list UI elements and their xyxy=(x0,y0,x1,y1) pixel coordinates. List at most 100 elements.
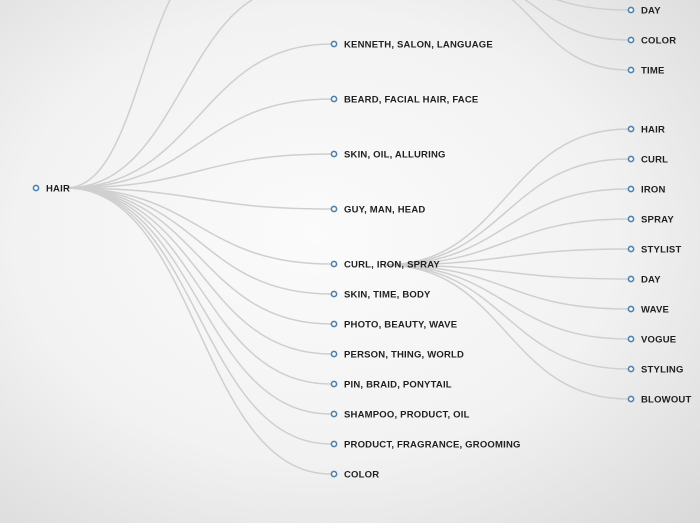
tree-link xyxy=(65,153,332,189)
branch-node[interactable]: PERSON, THING, WORLD xyxy=(330,350,464,361)
leaf-node-label: SPRAY xyxy=(641,215,674,226)
leaf-node[interactable]: DAY xyxy=(627,6,661,17)
tree-link xyxy=(65,187,332,295)
tree-link xyxy=(65,187,332,355)
branch-node-dot[interactable] xyxy=(330,470,338,478)
tree-link xyxy=(65,0,171,189)
tree-link xyxy=(65,187,332,445)
leaf-node[interactable]: WAVE xyxy=(627,305,669,316)
branch-node-label: PERSON, THING, WORLD xyxy=(344,350,464,361)
leaf-node-dot[interactable] xyxy=(627,275,635,283)
leaf-node[interactable]: SPRAY xyxy=(627,215,674,226)
tree-link xyxy=(65,98,332,189)
branch-node-dot[interactable] xyxy=(330,410,338,418)
tree-link xyxy=(511,0,629,71)
leaf-node-dot[interactable] xyxy=(627,215,635,223)
leaf-node-dot[interactable] xyxy=(627,36,635,44)
leaf-node-dot[interactable] xyxy=(627,155,635,163)
branch-node-dot[interactable] xyxy=(330,350,338,358)
branch-node-label: GUY, MAN, HEAD xyxy=(344,205,425,216)
branch-node[interactable]: PRODUCT, FRAGRANCE, GROOMING xyxy=(330,440,521,451)
tree-link xyxy=(65,187,332,325)
branch-node[interactable]: PIN, BRAID, PONYTAIL xyxy=(330,380,452,391)
leaf-node[interactable]: BLOWOUT xyxy=(627,395,691,406)
leaf-node[interactable]: TIME xyxy=(627,66,665,77)
leaf-node[interactable]: STYLIST xyxy=(627,245,681,256)
tree-link xyxy=(524,0,629,41)
leaf-node-label: DAY xyxy=(641,275,661,286)
leaf-node-label: WAVE xyxy=(641,305,669,316)
branch-node[interactable]: KENNETH, SALON, LANGUAGE xyxy=(330,40,493,51)
leaf-node[interactable]: DAY xyxy=(627,275,661,286)
branch-node-dot[interactable] xyxy=(330,260,338,268)
leaf-node-dot[interactable] xyxy=(627,335,635,343)
leaf-node-label: VOGUE xyxy=(641,335,676,346)
branch-node-dot[interactable] xyxy=(330,150,338,158)
leaf-node-label: TIME xyxy=(641,66,665,77)
tree-link xyxy=(65,187,332,475)
branch-node[interactable]: COLOR xyxy=(330,470,379,481)
tree-link xyxy=(383,158,629,266)
leaf-node-dot[interactable] xyxy=(627,305,635,313)
branch-node[interactable]: SKIN, OIL, ALLURING xyxy=(330,150,446,161)
branch-node-dot[interactable] xyxy=(330,205,338,213)
branch-node-dot[interactable] xyxy=(330,440,338,448)
branch-node[interactable]: SHAMPOO, PRODUCT, OIL xyxy=(330,410,470,421)
branch-node-dot[interactable] xyxy=(330,320,338,328)
branch-node[interactable]: SKIN, TIME, BODY xyxy=(330,290,431,301)
leaf-node-dot[interactable] xyxy=(627,395,635,403)
leaf-node-label: STYLING xyxy=(641,365,684,376)
leaf-node[interactable]: COLOR xyxy=(627,36,676,47)
branch-node-label: PHOTO, BEAUTY, WAVE xyxy=(344,320,457,331)
branch-node-dot[interactable] xyxy=(330,40,338,48)
leaf-node-dot[interactable] xyxy=(627,365,635,373)
tree-link xyxy=(383,264,629,400)
leaf-node-label: CURL xyxy=(641,155,668,166)
branch-node-label: BEARD, FACIAL HAIR, FACE xyxy=(344,95,478,106)
tree-link xyxy=(383,264,629,280)
branch-node-dot[interactable] xyxy=(330,290,338,298)
branch-node-label: SKIN, TIME, BODY xyxy=(344,290,431,301)
leaf-node[interactable]: HAIR xyxy=(627,125,665,136)
tree-link xyxy=(383,248,629,266)
leaf-node-dot[interactable] xyxy=(627,6,635,14)
leaf-node[interactable]: CURL xyxy=(627,155,668,166)
root-node-label: HAIR xyxy=(46,184,70,195)
leaf-node[interactable]: VOGUE xyxy=(627,335,676,346)
leaf-node-label: IRON xyxy=(641,185,666,196)
branch-node-label: CURL, IRON, SPRAY xyxy=(344,260,440,271)
branch-node[interactable]: GUY, MAN, HEAD xyxy=(330,205,425,216)
leaf-node-label: DAY xyxy=(641,6,661,17)
tree-link xyxy=(65,187,332,210)
leaf-node[interactable]: STYLING xyxy=(627,365,684,376)
branch-node[interactable]: BEARD, FACIAL HAIR, FACE xyxy=(330,95,478,106)
branch-node[interactable]: PHOTO, BEAUTY, WAVE xyxy=(330,320,457,331)
tree-link xyxy=(383,218,629,266)
branch-node-label: SKIN, OIL, ALLURING xyxy=(344,150,446,161)
leaf-node-label: STYLIST xyxy=(641,245,681,256)
branch-node-expanded[interactable]: CURL, IRON, SPRAY xyxy=(330,260,440,271)
leaf-node[interactable]: IRON xyxy=(627,185,666,196)
root-node-dot[interactable] xyxy=(32,184,40,192)
leaf-node-label: COLOR xyxy=(641,36,676,47)
branch-node-dot[interactable] xyxy=(330,380,338,388)
leaf-node-dot[interactable] xyxy=(627,245,635,253)
leaf-node-dot[interactable] xyxy=(627,185,635,193)
branch-node-dot[interactable] xyxy=(330,95,338,103)
tree-link xyxy=(65,187,332,415)
tree-link xyxy=(65,43,332,189)
tree-link xyxy=(383,264,629,340)
tree-link xyxy=(65,187,332,385)
leaf-node-dot[interactable] xyxy=(627,125,635,133)
tree-link xyxy=(383,128,629,266)
tree-link xyxy=(65,0,254,189)
tree-link xyxy=(65,187,332,265)
branch-node-label: COLOR xyxy=(344,470,379,481)
tree-link xyxy=(383,188,629,266)
branch-node-label: SHAMPOO, PRODUCT, OIL xyxy=(344,410,470,421)
leaf-node-dot[interactable] xyxy=(627,66,635,74)
root-node[interactable]: HAIR xyxy=(32,184,70,195)
tree-link xyxy=(383,264,629,370)
branch-node-label: PRODUCT, FRAGRANCE, GROOMING xyxy=(344,440,521,451)
